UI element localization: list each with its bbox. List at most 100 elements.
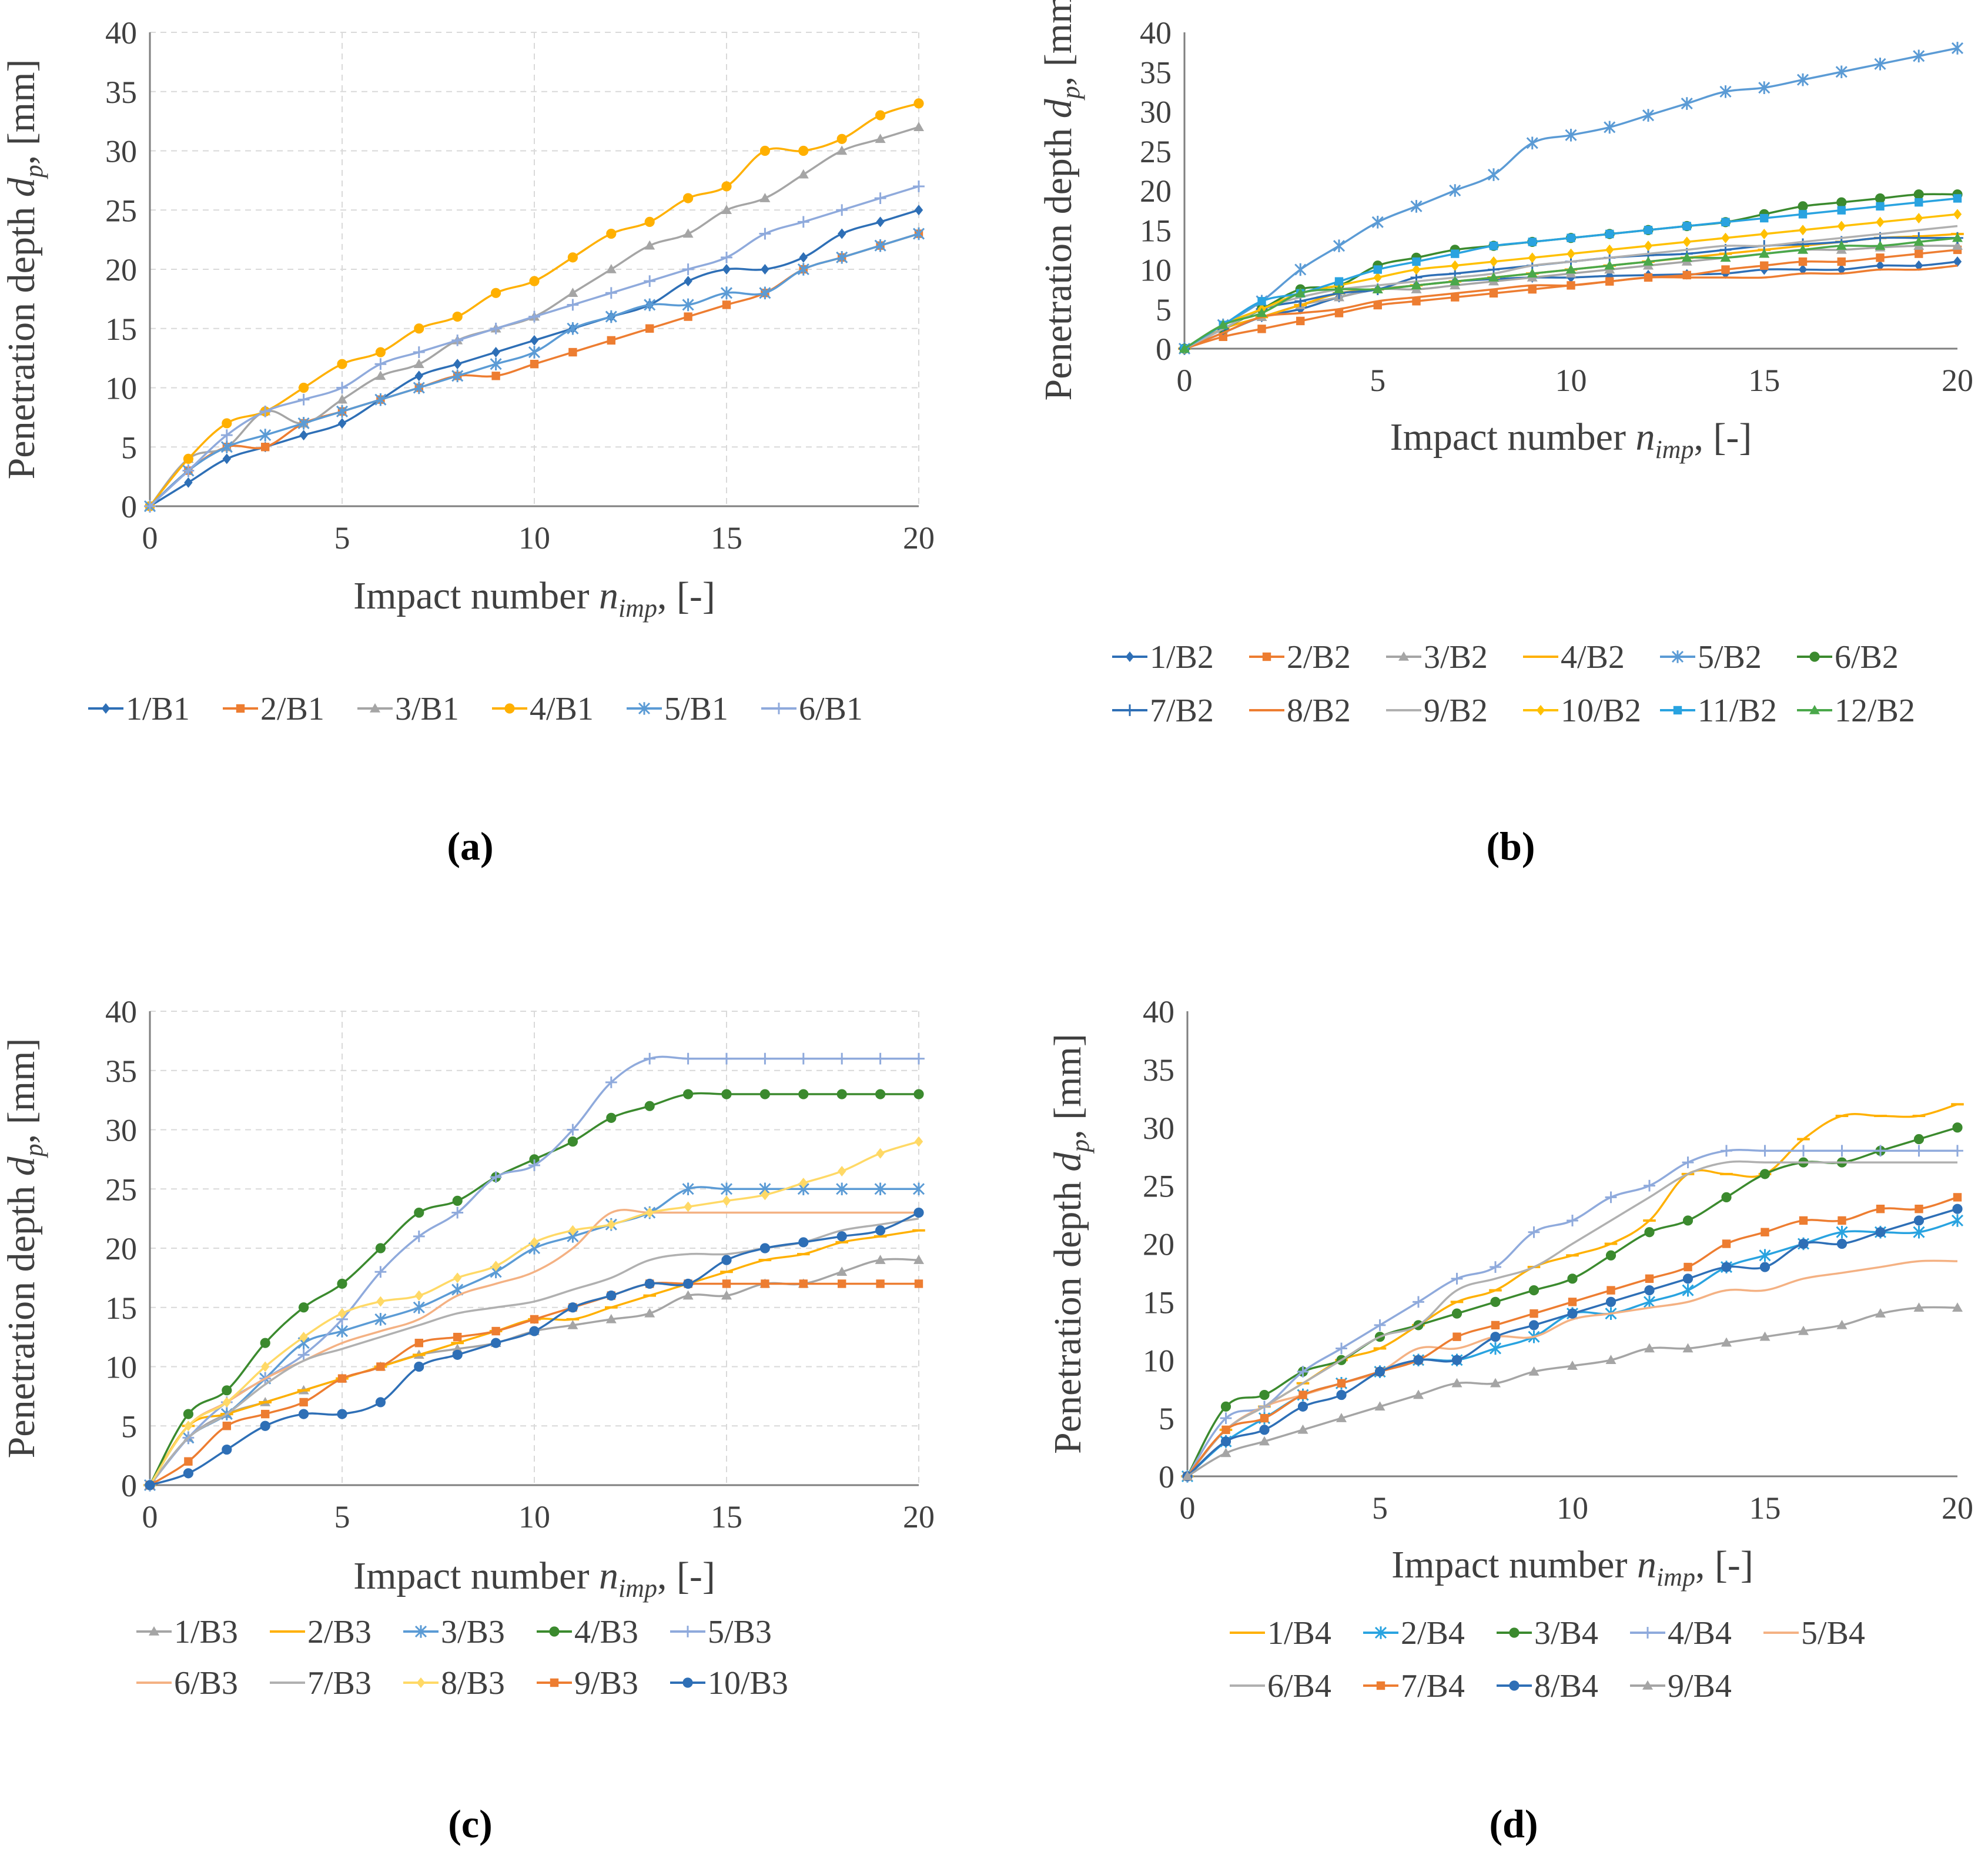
data-point-3/B4: [1759, 1169, 1771, 1179]
data-point-8/B4: [1297, 1401, 1308, 1412]
data-point-9/B3: [376, 1362, 385, 1371]
data-point-3/B1: [644, 240, 655, 250]
data-point-5/B3: [374, 1266, 387, 1278]
data-point-8/B3: [491, 1261, 500, 1272]
y-tick-label: 5: [1159, 1401, 1174, 1436]
data-point-4/B1: [298, 382, 309, 393]
y-tick-label: 20: [1140, 173, 1172, 209]
x-tick-label: 5: [334, 520, 350, 556]
data-point-8/B4: [1644, 1285, 1655, 1296]
y-tick-label: 0: [1156, 332, 1172, 367]
y-axis-title-var: d: [0, 1156, 43, 1176]
data-point-8/B4: [1798, 1238, 1809, 1249]
data-point-2/B2: [1876, 253, 1885, 262]
y-tick-label: 0: [121, 489, 137, 524]
legend-label: 1/B3: [174, 1614, 238, 1650]
y-axis-title: Penetration depth dp, [mm]: [0, 59, 48, 480]
data-point-2/B2: [1915, 249, 1923, 258]
data-point-8/B4: [1605, 1296, 1616, 1307]
data-point-5/B1: [874, 239, 886, 252]
data-point-5/B1: [413, 381, 425, 395]
data-point-4/B1: [529, 276, 540, 286]
data-point-5/B1: [374, 393, 387, 406]
legend-marker-5/B1: [638, 702, 651, 715]
data-point-3/B1: [413, 359, 424, 368]
legend-label: 7/B4: [1401, 1668, 1465, 1704]
data-point-9/B4: [1721, 1337, 1732, 1347]
data-point-6/B1: [644, 275, 656, 288]
data-point-6/B1: [682, 263, 694, 275]
data-point-2/B1: [645, 324, 654, 333]
data-point-5/B2: [1333, 239, 1346, 252]
data-point-6/B1: [144, 500, 156, 512]
data-point-8/B4: [1952, 1204, 1963, 1214]
x-axis-title-sub: imp: [618, 1574, 657, 1603]
data-point-3/B1: [759, 193, 771, 202]
data-point-5/B2: [1758, 81, 1771, 94]
data-point-5/B1: [605, 310, 617, 323]
data-point-4/B3: [836, 1089, 847, 1099]
legend-label: 8/B4: [1534, 1668, 1598, 1704]
legend-marker-4/B3: [549, 1626, 560, 1637]
legend-label: 12/B2: [1835, 693, 1915, 729]
x-axis-title-unit: , [-]: [657, 1555, 715, 1597]
x-axis-title-var: n: [1637, 1543, 1656, 1586]
data-point-1/B1: [491, 347, 500, 358]
data-point-2/B2: [1837, 257, 1846, 266]
legend-marker-7/B4: [1376, 1681, 1385, 1690]
data-point-3/B3: [682, 1182, 694, 1196]
x-axis-title: Impact number nimp, [-]: [1390, 416, 1752, 464]
data-point-8/B3: [530, 1236, 539, 1248]
data-point-2/B4: [1682, 1283, 1694, 1297]
data-point-11/B2: [1528, 238, 1537, 246]
data-point-11/B2: [1953, 194, 1962, 203]
x-tick-label: 10: [518, 1499, 550, 1535]
data-point-5/B1: [451, 369, 464, 383]
data-point-8/B4: [1336, 1389, 1347, 1400]
x-tick-label: 0: [142, 1499, 158, 1535]
data-point-4/B3: [452, 1195, 463, 1206]
data-point-6/B1: [913, 180, 925, 192]
data-point-10/B3: [337, 1409, 347, 1419]
data-point-5/B2: [1913, 49, 1925, 63]
data-point-1/B1: [914, 205, 923, 216]
data-point-2/B2: [1373, 300, 1382, 310]
data-point-5/B1: [644, 298, 656, 312]
data-point-8/B4: [1413, 1355, 1424, 1365]
data-point-12/B2: [1527, 268, 1538, 278]
panel-c: 0 5 10 15 20 25 30 35 40 0 5 10 15 20 Impact number ni…: [0, 994, 935, 1846]
legend-label: 5/B4: [1801, 1615, 1865, 1652]
data-point-3/B4: [1528, 1285, 1539, 1296]
y-tick-label: 40: [1140, 15, 1172, 51]
data-point-3/B1: [567, 288, 578, 297]
data-point-2/B4: [1759, 1249, 1771, 1262]
data-point-5/B3: [874, 1052, 886, 1065]
data-point-8/B4: [1759, 1262, 1771, 1272]
data-point-8/B4: [1220, 1436, 1231, 1447]
data-point-1/B3: [567, 1319, 578, 1329]
data-point-2/B2: [1760, 261, 1769, 270]
legend-marker-3/B2: [1398, 651, 1409, 661]
data-point-5/B2: [1487, 168, 1500, 181]
legend-label: 1/B4: [1267, 1615, 1331, 1652]
y-axis-title-main: Penetration depth: [1037, 118, 1080, 400]
data-point-4/B1: [222, 418, 232, 429]
data-point-6/B1: [374, 358, 387, 370]
data-point-3/B4: [1567, 1273, 1578, 1284]
legend-marker-6/B1: [773, 703, 785, 714]
data-point-5/B1: [490, 357, 502, 370]
y-tick-label: 25: [105, 1172, 137, 1207]
y-tick-label: 40: [105, 15, 137, 51]
x-tick-label: 0: [1180, 1490, 1196, 1526]
legend-marker-7/B2: [1124, 704, 1136, 716]
x-axis-title-main: Impact number: [353, 1555, 599, 1597]
y-tick-label: 5: [121, 1409, 137, 1444]
data-point-5/B3: [490, 1171, 502, 1183]
data-point-4/B3: [222, 1385, 232, 1396]
data-point-4/B4: [1952, 1145, 1963, 1157]
legend-marker-8/B3: [416, 1677, 426, 1688]
data-point-1/B3: [913, 1255, 924, 1264]
data-point-8/B3: [722, 1195, 731, 1206]
legend-marker-1/B3: [149, 1626, 159, 1636]
data-point-6/B1: [220, 429, 233, 441]
